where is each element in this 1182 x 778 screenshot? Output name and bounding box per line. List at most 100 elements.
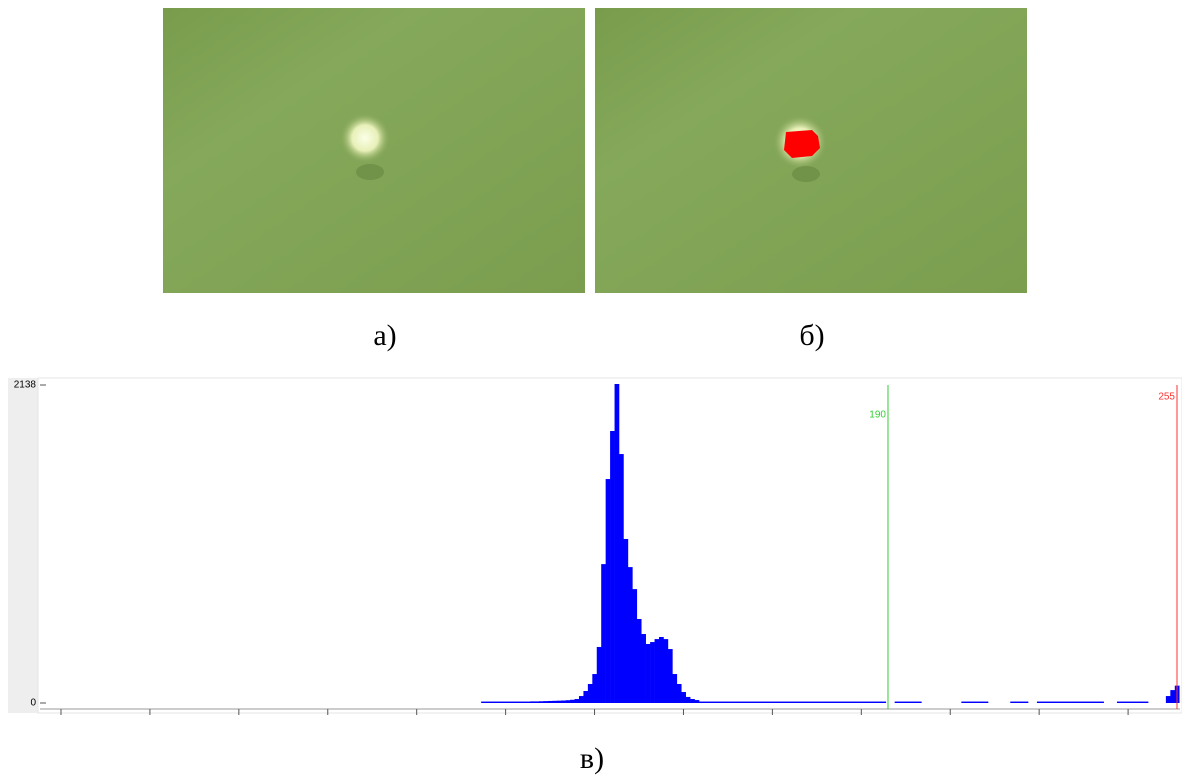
bar [730,701,735,703]
bar [1041,701,1047,703]
bar [810,701,815,703]
bar [1050,701,1056,703]
bar [761,701,767,703]
bar [530,701,535,703]
bar [965,701,971,703]
bar [1125,701,1131,703]
bar [1085,701,1091,703]
bar [1143,701,1149,703]
bar [1139,701,1144,703]
bar [507,701,513,703]
bar [699,701,704,703]
bar [859,701,864,703]
bar [1165,696,1171,703]
bar [641,634,646,703]
bar [836,701,842,703]
bar [876,701,882,703]
bar [712,701,718,703]
bar [690,699,695,703]
bar [605,479,611,703]
bar [770,701,775,703]
bar [867,701,873,703]
bar [1036,701,1042,703]
bar [574,699,580,703]
bar [516,701,522,703]
bar [601,564,606,703]
bar [779,701,784,703]
bar [979,701,984,703]
y-tick-label: 0 [30,698,36,709]
bar [490,701,495,703]
bar [872,701,878,703]
bar [743,701,749,703]
bar [756,701,762,703]
bar [627,567,633,703]
bar [912,701,918,703]
bar [485,701,491,703]
bar [538,701,544,703]
bar [596,646,602,703]
bar [525,701,531,703]
bar [827,701,833,703]
bar [667,649,673,703]
bar [654,639,660,703]
bar [587,684,593,703]
bar [1068,701,1073,703]
bar [854,701,860,703]
bar [610,431,615,703]
bar [783,701,789,703]
bar [623,538,629,703]
bar [561,700,566,703]
bar [681,692,686,703]
bar [498,701,504,703]
bar [521,701,526,703]
bar [961,701,967,703]
bar [894,701,900,703]
bar [632,589,638,703]
threshold-label: 255 [1158,392,1175,403]
bar [481,701,486,703]
bar [1059,701,1064,703]
bar [787,701,793,703]
bar [792,701,798,703]
panel-label: а) [373,319,396,352]
bar [547,700,553,703]
bar [814,701,820,703]
bar [650,642,655,703]
bar [1090,701,1096,703]
bar [881,701,887,703]
bar [614,384,620,703]
bar [903,701,909,703]
bar [823,701,829,703]
bar [1054,701,1060,703]
bar [534,701,540,703]
bar [1081,701,1087,703]
bar [908,701,913,703]
bar [672,674,678,703]
ball [339,112,391,164]
bar [1076,701,1082,703]
bar [578,696,584,703]
bar [1045,701,1051,703]
panel-label: б) [799,319,824,352]
bar [899,701,904,703]
bar [707,701,713,703]
bar [556,700,562,703]
bar [618,454,624,703]
bar [543,701,549,703]
bar [685,696,691,703]
bar [565,700,571,703]
threshold-label: 190 [869,410,886,421]
bar [716,701,722,703]
caption: в) [580,742,604,775]
bar [1099,701,1104,703]
bar [1014,701,1020,703]
bar [1019,701,1024,703]
bar [659,637,664,703]
bar [676,684,682,703]
bar [1121,701,1127,703]
bar [1010,701,1016,703]
bar [1094,701,1100,703]
bar [801,701,807,703]
